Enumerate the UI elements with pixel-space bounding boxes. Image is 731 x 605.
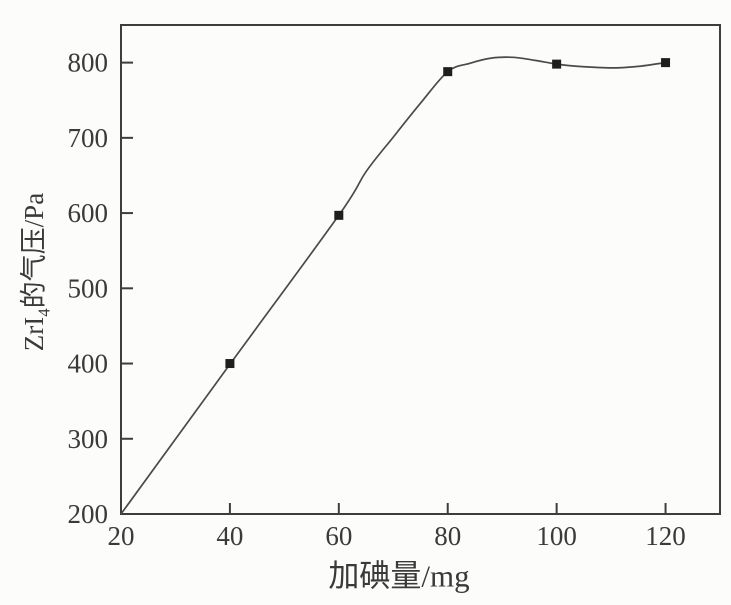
y-tick-label: 400 bbox=[68, 349, 109, 379]
x-tick-label: 80 bbox=[434, 521, 461, 551]
x-tick-label: 100 bbox=[536, 521, 577, 551]
x-tick-label: 60 bbox=[325, 521, 352, 551]
data-point-marker bbox=[661, 58, 671, 68]
data-point-marker bbox=[225, 359, 235, 369]
x-tick-label: 120 bbox=[645, 521, 686, 551]
y-tick-label: 300 bbox=[68, 424, 109, 454]
data-point-marker bbox=[443, 67, 453, 77]
x-tick-label: 40 bbox=[216, 521, 243, 551]
y-axis-title-subscript: 4 bbox=[34, 308, 54, 317]
y-tick-label: 500 bbox=[68, 273, 109, 303]
data-curve bbox=[120, 56, 666, 515]
y-tick-label: 800 bbox=[68, 48, 109, 78]
x-axis-title: 加碘量/mg bbox=[328, 558, 470, 594]
x-tick-label: 20 bbox=[108, 521, 135, 551]
y-tick-label: 700 bbox=[68, 123, 109, 153]
y-axis-title-unit: 的气压/Pa bbox=[18, 192, 49, 309]
y-tick-label: 200 bbox=[68, 499, 109, 529]
y-axis-title-formula: ZrI bbox=[18, 316, 49, 352]
y-axis-title: ZrI4的气压/Pa bbox=[18, 192, 54, 352]
y-tick-label: 600 bbox=[68, 198, 109, 228]
data-point-marker bbox=[552, 59, 562, 69]
data-point-marker bbox=[334, 210, 344, 220]
plot-border bbox=[120, 24, 721, 515]
